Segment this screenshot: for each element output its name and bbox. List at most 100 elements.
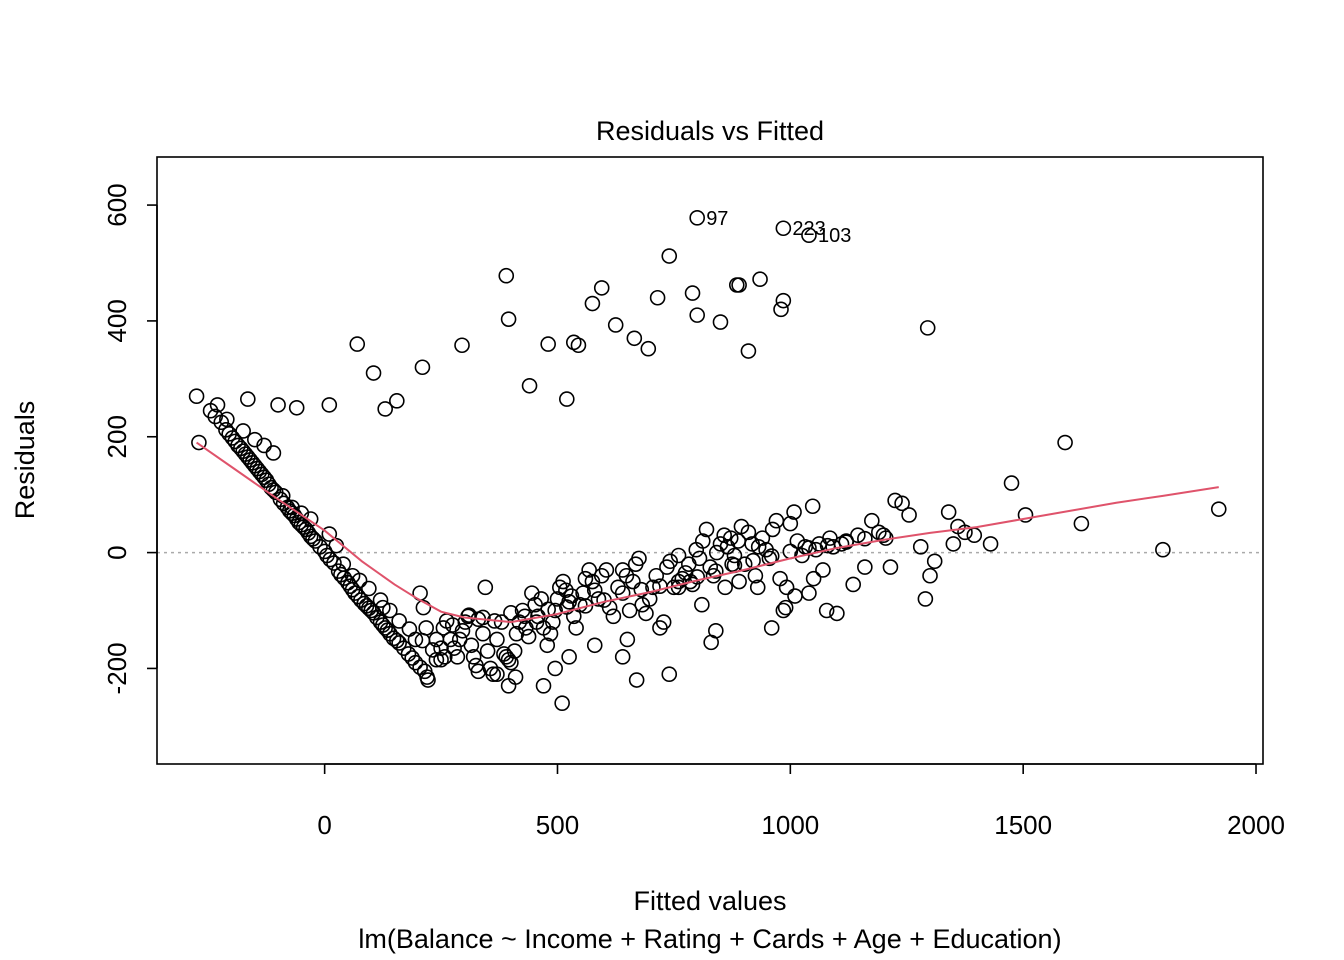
data-point	[379, 622, 396, 639]
data-point	[563, 588, 580, 604]
y-tick-label: 600	[102, 183, 132, 226]
data-point	[722, 530, 739, 546]
data-point	[662, 553, 678, 570]
data-point	[917, 591, 934, 607]
data-point	[945, 536, 962, 552]
data-point	[485, 666, 502, 683]
data-point	[449, 649, 466, 665]
data-point	[626, 330, 643, 347]
data-point	[777, 599, 794, 616]
data-point	[717, 579, 733, 596]
data-point	[419, 669, 435, 685]
data-point	[926, 553, 943, 570]
data-point	[446, 640, 462, 656]
data-point	[750, 539, 767, 555]
data-point	[207, 408, 224, 425]
data-point	[539, 637, 556, 654]
data-point	[922, 567, 938, 584]
data-point	[265, 445, 282, 461]
data-point	[424, 642, 441, 658]
data-point	[901, 507, 917, 523]
data-point	[982, 536, 999, 552]
data-point	[404, 650, 420, 666]
data-point	[1155, 541, 1171, 558]
data-point	[559, 599, 575, 615]
y-tick-label: -200	[102, 642, 132, 694]
data-point	[507, 669, 524, 685]
data-point	[694, 533, 711, 549]
data-point	[542, 625, 559, 642]
data-point	[864, 512, 880, 529]
data-point	[302, 528, 319, 545]
x-tick-label: 1000	[761, 810, 819, 840]
data-point	[442, 631, 459, 648]
data-point	[554, 695, 570, 711]
data-point	[547, 602, 563, 619]
data-point	[787, 588, 803, 604]
data-point	[436, 649, 453, 665]
data-point	[444, 617, 461, 633]
data-point	[691, 550, 708, 567]
data-point	[875, 527, 892, 544]
data-point	[670, 573, 687, 590]
data-point	[558, 582, 574, 599]
data-point	[326, 555, 342, 571]
data-point	[661, 666, 678, 683]
data-point	[521, 377, 538, 394]
data-point	[628, 672, 645, 688]
smooth-line	[196, 441, 1219, 624]
data-point	[1210, 501, 1227, 517]
data-point	[857, 530, 873, 547]
data-point	[435, 620, 452, 636]
data-point	[240, 391, 256, 407]
y-axis-label: Residuals	[10, 401, 40, 520]
x-tick-label: 1500	[994, 810, 1052, 840]
data-point	[270, 397, 286, 413]
data-point	[778, 579, 795, 596]
data-point	[775, 602, 792, 619]
data-point	[614, 649, 631, 665]
data-point	[575, 585, 591, 601]
data-point	[731, 277, 747, 293]
data-point	[479, 643, 496, 659]
data-point	[894, 495, 910, 512]
data-point	[801, 227, 817, 243]
data-point	[775, 220, 792, 237]
point-label-97: 97	[706, 208, 728, 230]
data-point	[561, 649, 577, 665]
data-point	[621, 602, 638, 619]
data-point	[887, 492, 903, 509]
point-label-103: 103	[818, 225, 851, 247]
data-point	[188, 388, 205, 405]
data-point	[407, 654, 424, 671]
data-point	[747, 567, 764, 584]
data-point	[698, 521, 715, 538]
data-point	[689, 210, 705, 226]
data-point	[689, 569, 705, 585]
data-point	[414, 632, 431, 649]
data-point	[605, 608, 622, 625]
data-point	[940, 504, 957, 520]
data-point	[801, 585, 817, 601]
data-point	[321, 526, 338, 542]
data-point	[708, 622, 724, 639]
data-point	[740, 343, 757, 359]
data-point	[752, 271, 768, 288]
data-point	[845, 576, 861, 593]
data-point	[465, 649, 482, 665]
data-point	[475, 625, 491, 642]
data-point	[645, 579, 661, 596]
data-point	[235, 423, 251, 439]
data-point	[375, 599, 391, 616]
data-point	[418, 620, 434, 636]
data-point	[649, 289, 666, 306]
data-point	[782, 515, 799, 532]
data-point	[708, 563, 724, 579]
data-point	[912, 539, 929, 555]
data-point	[540, 336, 556, 352]
data-point	[506, 643, 523, 659]
data-point	[614, 585, 631, 601]
